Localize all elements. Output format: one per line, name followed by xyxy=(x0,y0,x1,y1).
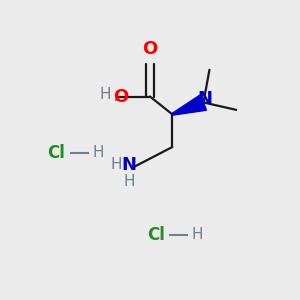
Text: O: O xyxy=(142,40,158,58)
Text: Cl: Cl xyxy=(147,226,165,244)
Text: .: . xyxy=(112,87,118,105)
Text: H: H xyxy=(92,146,103,160)
Text: Cl: Cl xyxy=(47,144,65,162)
Text: H: H xyxy=(100,87,111,102)
Text: H: H xyxy=(123,174,135,189)
Polygon shape xyxy=(172,95,206,115)
Text: N: N xyxy=(122,156,137,174)
Text: H: H xyxy=(192,227,203,242)
Text: O: O xyxy=(113,88,129,106)
Text: H: H xyxy=(111,158,122,172)
Text: N: N xyxy=(197,91,212,109)
